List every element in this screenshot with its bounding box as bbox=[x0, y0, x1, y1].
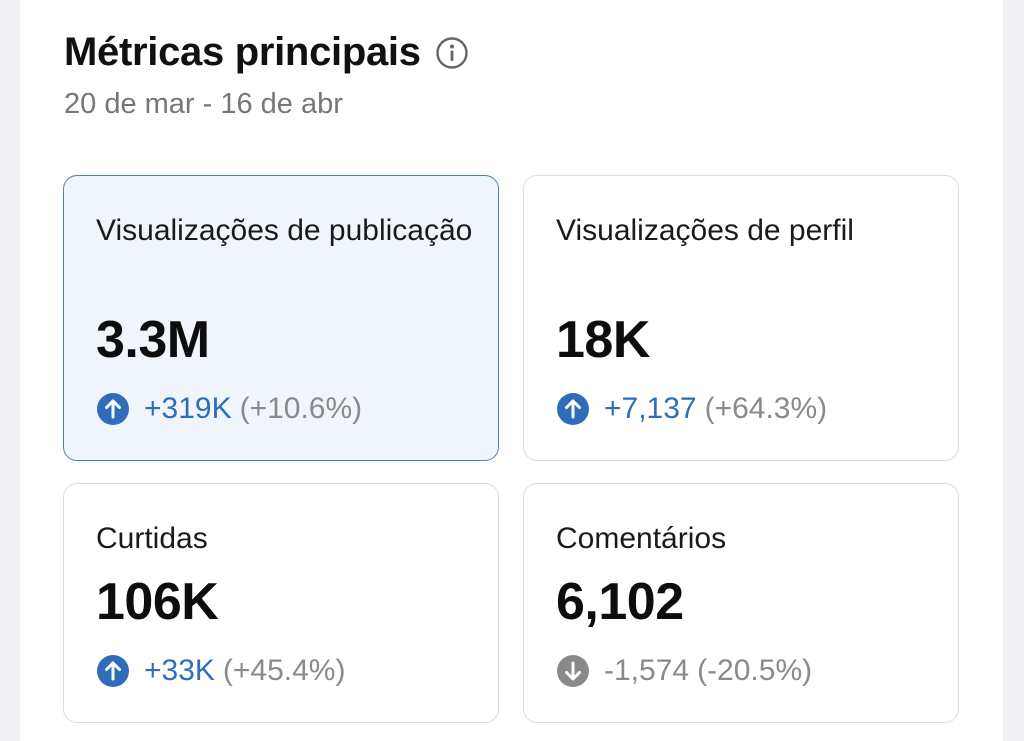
metric-delta: +33K bbox=[144, 654, 215, 687]
metric-percent: (-20.5%) bbox=[697, 654, 813, 687]
metric-card-profile-views[interactable]: Visualizações de perfil 18K +7,137 (+64.… bbox=[523, 175, 959, 461]
metric-change: +7,137 (+64.3%) bbox=[556, 392, 827, 426]
metric-value: 6,102 bbox=[556, 573, 684, 631]
metric-change: +319K (+10.6%) bbox=[96, 392, 362, 426]
metric-card-comments[interactable]: Comentários 6,102 -1,574 (-20.5%) bbox=[523, 483, 959, 723]
date-range: 20 de mar - 16 de abr bbox=[64, 88, 343, 120]
metric-card-post-views[interactable]: Visualizações de publicação 3.3M +319K (… bbox=[63, 175, 499, 461]
metric-percent: (+45.4%) bbox=[222, 654, 346, 687]
metrics-panel: Métricas principais 20 de mar - 16 de ab… bbox=[20, 0, 1003, 741]
info-icon[interactable] bbox=[435, 36, 469, 70]
metric-change: -1,574 (-20.5%) bbox=[556, 654, 812, 688]
arrow-up-icon bbox=[96, 654, 130, 688]
metric-label: Comentários bbox=[556, 522, 727, 555]
metric-label: Visualizações de publicação bbox=[96, 214, 473, 247]
metric-value: 18K bbox=[556, 311, 650, 369]
title-row: Métricas principais bbox=[64, 30, 469, 75]
metric-percent: (+10.6%) bbox=[239, 392, 363, 425]
metric-change: +33K (+45.4%) bbox=[96, 654, 345, 688]
metric-delta: +319K bbox=[144, 392, 232, 425]
metric-delta: -1,574 bbox=[604, 654, 690, 687]
metric-percent: (+64.3%) bbox=[704, 392, 828, 425]
metric-value: 106K bbox=[96, 573, 219, 631]
metric-label: Curtidas bbox=[96, 522, 208, 555]
arrow-up-icon bbox=[556, 392, 590, 426]
arrow-down-icon bbox=[556, 654, 590, 688]
metric-card-likes[interactable]: Curtidas 106K +33K (+45.4%) bbox=[63, 483, 499, 723]
metric-delta: +7,137 bbox=[604, 392, 697, 425]
metric-label: Visualizações de perfil bbox=[556, 214, 854, 247]
arrow-up-icon bbox=[96, 392, 130, 426]
metric-value: 3.3M bbox=[96, 311, 210, 369]
page-title: Métricas principais bbox=[64, 30, 421, 74]
